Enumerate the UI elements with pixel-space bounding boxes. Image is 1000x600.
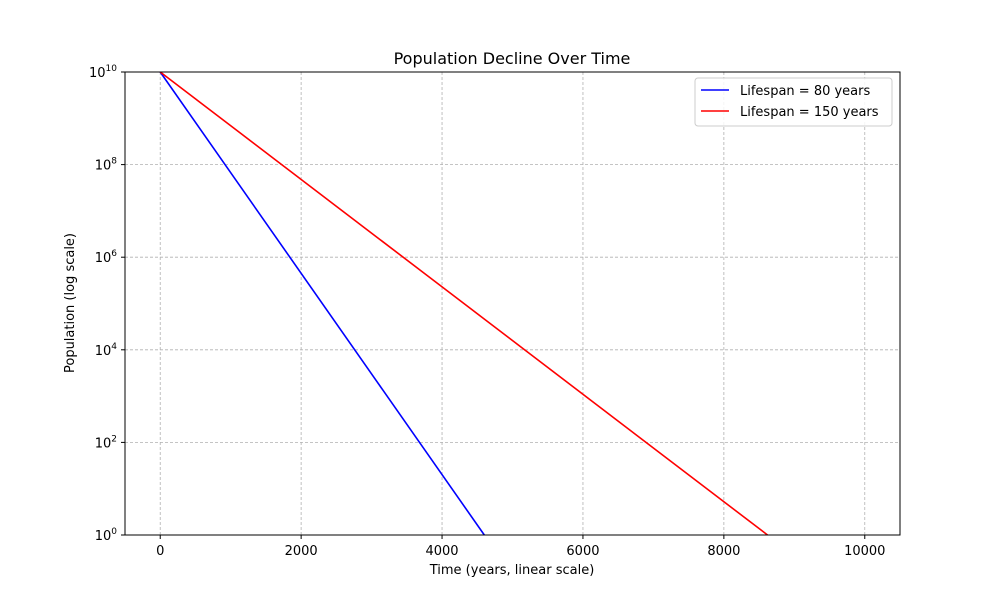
x-tick-label: 4000 [425,544,458,559]
series-line-2 [159,71,769,536]
y-tick-label: 108 [95,157,118,174]
x-tick-label: 10000 [844,544,885,559]
y-tick-label-exponent: 8 [111,157,117,167]
y-tick-label-base: 10 [89,66,106,81]
chart-title: Population Decline Over Time [394,49,631,68]
series-line-1 [159,71,485,536]
legend-label-1: Lifespan = 80 years [740,84,870,99]
y-tick-label-base: 10 [95,344,112,359]
y-tick-label: 102 [95,434,117,451]
tick-layer: 0 2000 4000 6000 8000 10000100102104106108101… [89,64,885,559]
legend: Lifespan = 80 years Lifespan = 150 years [694,77,893,127]
plot-frame [124,71,901,536]
legend-label-2: Lifespan = 150 years [740,105,879,120]
x-tick-label: 0 [156,544,164,559]
y-tick-label-base: 10 [95,529,112,544]
y-tick-label-exponent: 6 [111,249,117,259]
y-tick-label: 106 [95,249,118,266]
y-tick-label-exponent: 4 [111,342,117,352]
x-tick-label: 6000 [566,544,599,559]
y-axis-title: Population (log scale) [63,233,78,373]
x-axis-title: Time (years, linear scale) [429,563,595,578]
y-tick-label-base: 10 [95,159,112,174]
x-tick-label: 8000 [707,544,740,559]
y-tick-label: 1010 [89,64,117,81]
y-tick-label-base: 10 [95,251,112,266]
y-tick-label: 100 [95,527,118,544]
y-tick-label-exponent: 0 [111,527,117,537]
series-layer [159,71,769,536]
y-tick-label-exponent: 2 [111,434,117,444]
legend-box [694,77,893,127]
y-tick-label-exponent: 10 [106,64,118,74]
y-tick-label-base: 10 [95,436,112,451]
x-tick-label: 2000 [285,544,318,559]
y-tick-label: 104 [95,342,118,359]
